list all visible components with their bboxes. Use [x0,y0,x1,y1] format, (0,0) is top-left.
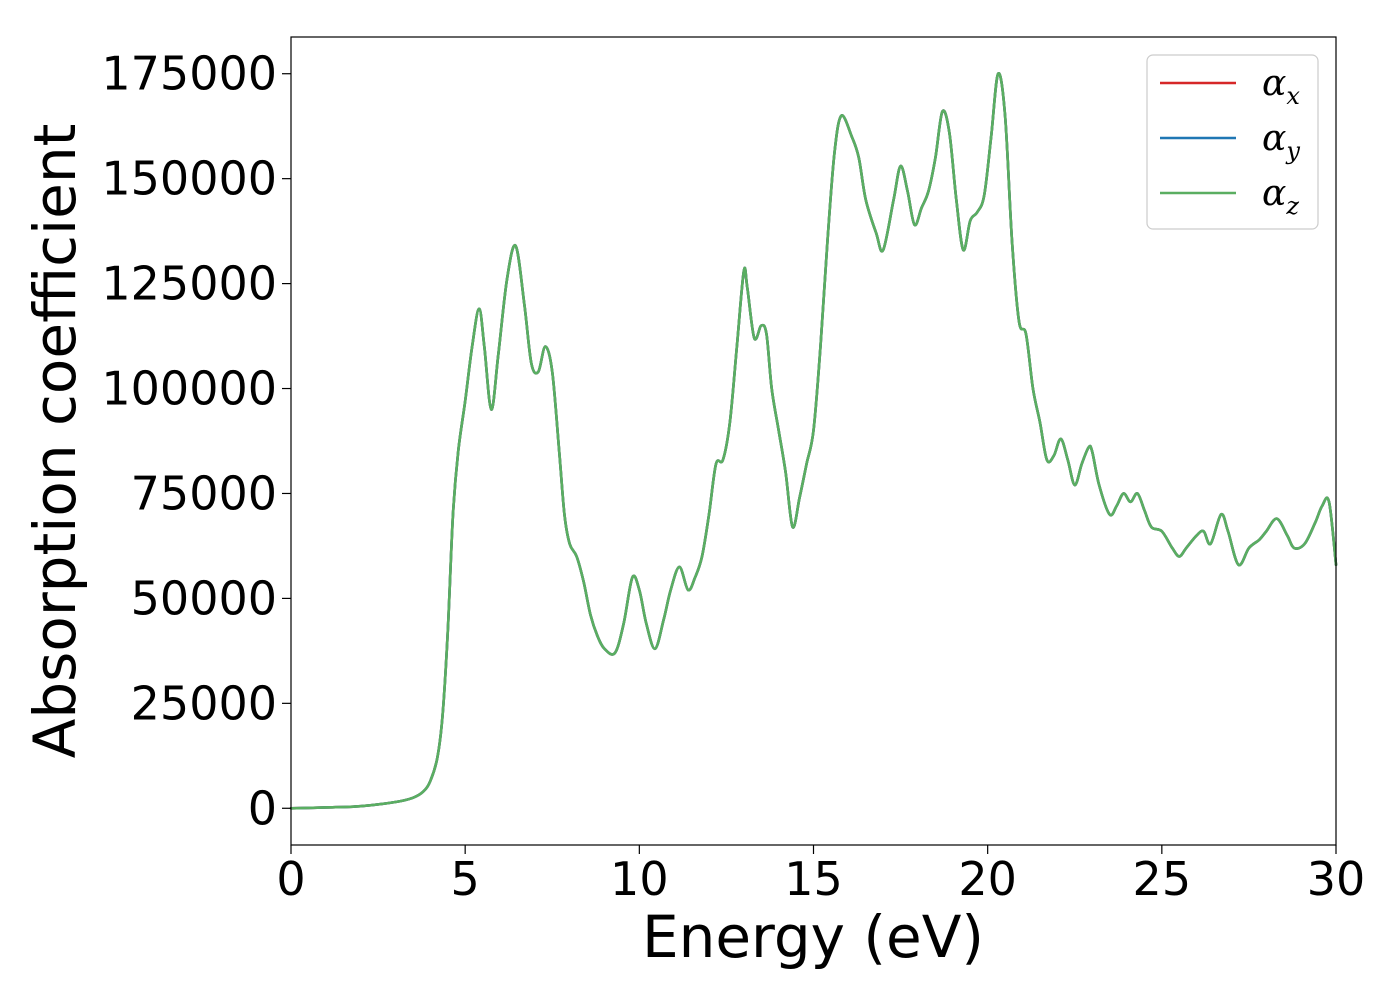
legend-label-z: αz [1262,173,1299,220]
x-tick-label: 30 [1307,852,1366,906]
legend: αx αy αz [1146,54,1319,230]
x-tick-label: 5 [451,852,480,906]
x-tick-label: 25 [1133,852,1192,906]
x-tick-label: 0 [276,852,305,906]
y-tick-label: 50000 [131,571,277,625]
y-tick-label: 75000 [131,466,277,520]
y-tick-label: 100000 [101,362,277,416]
y-tick-label: 0 [248,781,277,835]
y-tick-label: 125000 [101,257,277,311]
y-axis-title: Absorption coefficient [21,124,89,759]
y-tick-label: 150000 [101,152,277,206]
series-layer [289,72,1338,810]
x-tick-label: 15 [784,852,843,906]
y-tick-label: 175000 [101,47,277,101]
x-tick-label: 10 [610,852,669,906]
x-tick-label: 20 [958,852,1017,906]
legend-label-y: αy [1262,118,1300,165]
legend-label-x: αx [1262,63,1300,110]
y-axis-ticks: 0 25000 50000 75000 100000 125000 150000 175000 [101,47,291,835]
y-tick-label: 25000 [131,676,277,730]
legend-box [1146,54,1319,230]
x-axis-title: Energy (eV) [642,903,984,971]
x-axis-ticks: 0 5 10 15 20 25 30 [276,845,1365,906]
series-line-3 [289,72,1338,810]
